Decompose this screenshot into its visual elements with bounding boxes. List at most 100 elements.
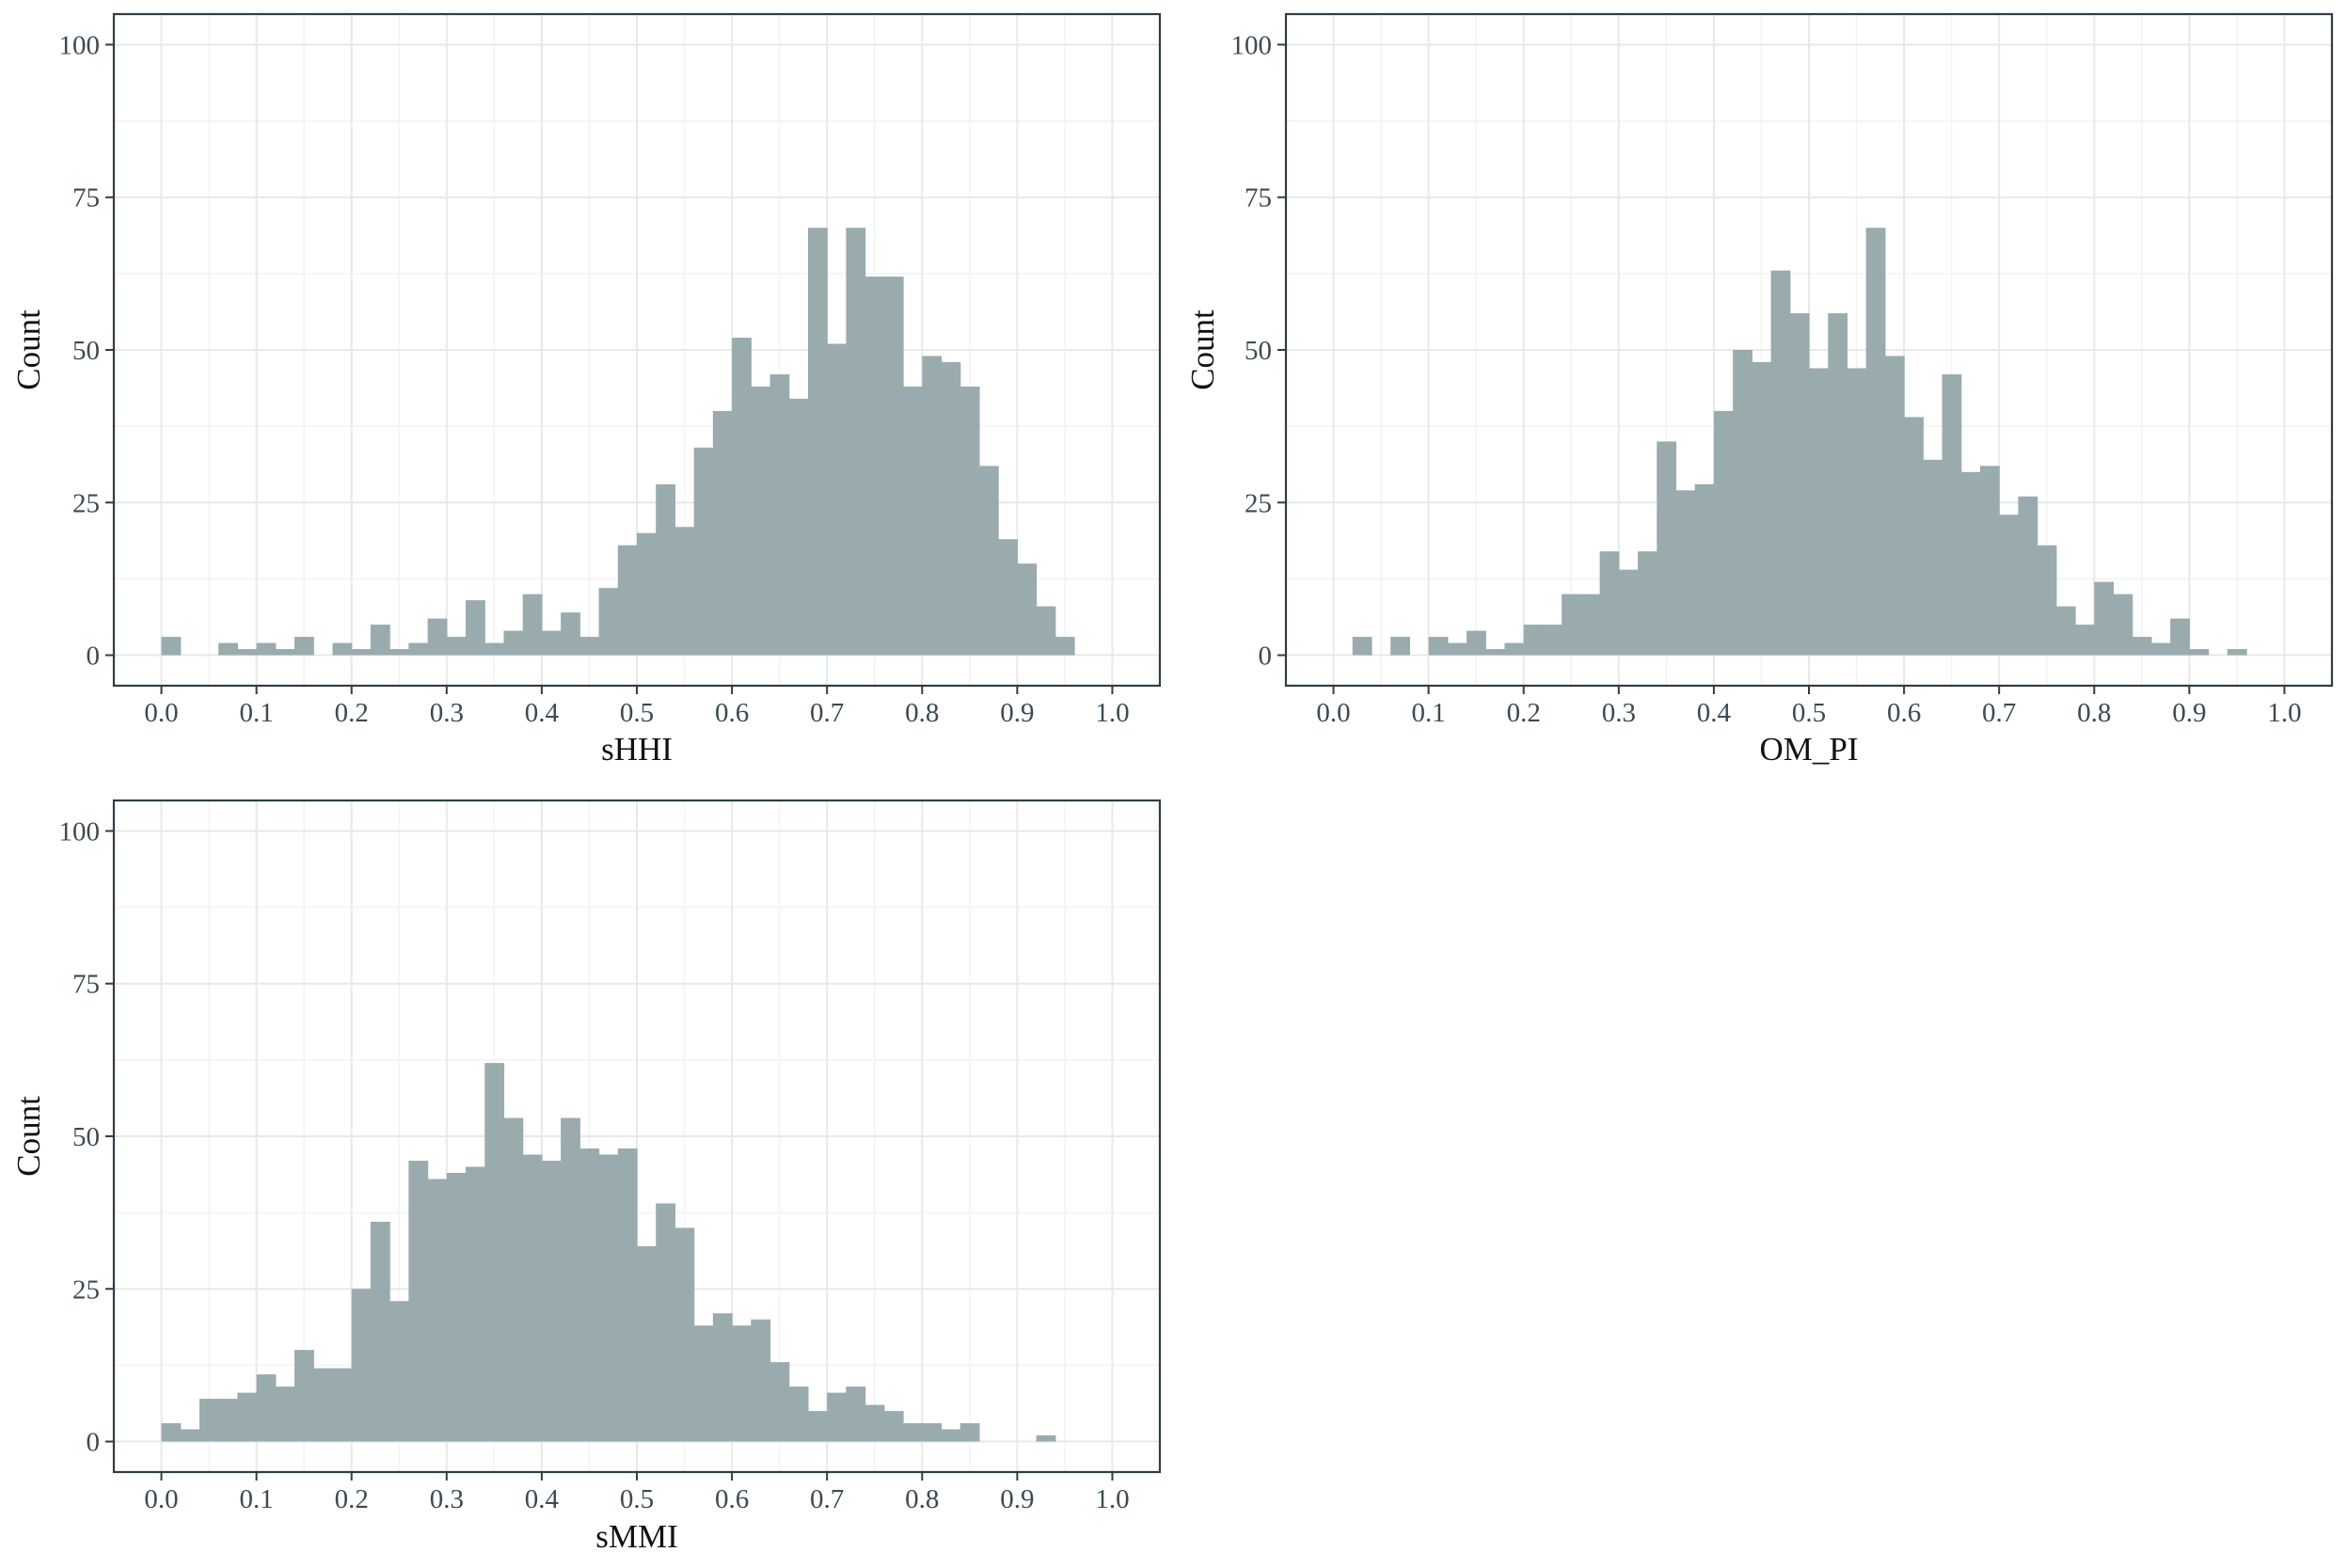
histogram-bar <box>256 1374 277 1442</box>
histogram-bar <box>1599 551 1620 656</box>
x-tick-label: 0.0 <box>144 1484 178 1514</box>
x-tick-label: 0.9 <box>1000 1484 1034 1514</box>
histogram-bar <box>522 594 543 656</box>
histogram-bar <box>864 277 885 656</box>
x-tick-label: 0.1 <box>240 698 274 728</box>
y-tick-label: 50 <box>72 336 100 366</box>
x-tick-label: 0.1 <box>240 1484 274 1514</box>
histogram-bar <box>1036 1435 1056 1442</box>
histogram-bar <box>617 545 638 656</box>
y-tick-label: 50 <box>1245 336 1272 366</box>
histogram-bar <box>788 1386 809 1442</box>
histogram-bar <box>732 1325 752 1442</box>
histogram-panel-sHHI: 0.0 0.1 0.2 0.3 0.4 0.5 0.6 0.7 0.8 0.9 1.0 0 25 50 75… <box>10 12 1162 768</box>
histogram-bar <box>484 1063 505 1442</box>
histogram-bar <box>446 637 467 656</box>
histogram-bar <box>2132 637 2152 656</box>
histogram-bar <box>427 1179 448 1442</box>
histogram-bar <box>903 386 923 656</box>
x-tick-label: 0.5 <box>620 1484 654 1514</box>
histogram-bar <box>1580 594 1601 656</box>
histogram-bar <box>1618 569 1639 656</box>
histogram-bar <box>1979 466 2000 656</box>
x-tick-label: 0.8 <box>905 698 939 728</box>
histogram-bar <box>864 1404 885 1442</box>
x-tick-label: 0.8 <box>2077 698 2111 728</box>
histogram-bar <box>2113 594 2133 656</box>
histogram-bar <box>598 588 619 656</box>
histogram-bar <box>751 386 771 656</box>
histogram-bar <box>674 527 695 656</box>
y-tick-label: 75 <box>72 970 100 1000</box>
histogram-bar <box>389 649 409 656</box>
histogram-bar <box>1485 649 1506 656</box>
histogram-bar <box>503 1117 524 1442</box>
y-axis-title: Count <box>10 309 47 390</box>
x-axis: 0.0 0.1 0.2 0.3 0.4 0.5 0.6 0.7 0.8 0.9 1.0 <box>1316 686 2302 728</box>
histogram-bar <box>218 1399 239 1442</box>
histogram-bar <box>637 1245 657 1442</box>
histogram-bar <box>1789 313 1810 656</box>
histogram-bar <box>332 642 353 656</box>
histogram-bar <box>294 637 314 656</box>
x-tick-label: 0.7 <box>810 698 844 728</box>
histogram-bar <box>959 386 980 656</box>
histogram-bar <box>1352 637 1372 656</box>
x-tick-label: 0.7 <box>1982 698 2016 728</box>
histogram-bar <box>503 630 524 656</box>
histogram-bar <box>846 1386 866 1442</box>
histogram-bar <box>1904 417 1924 656</box>
histogram-bar <box>275 649 295 656</box>
histogram-bar <box>712 410 733 656</box>
x-tick-label: 1.0 <box>1095 1484 1129 1514</box>
histogram-bar <box>370 625 390 656</box>
histogram-bar <box>2170 618 2190 656</box>
x-tick-label: 0.0 <box>1316 698 1350 728</box>
histogram-bar <box>1017 563 1038 656</box>
histogram-bar <box>2037 545 2057 656</box>
x-tick-label: 0.5 <box>620 698 654 728</box>
histogram-bar <box>693 1325 714 1442</box>
histogram-panel-OM_PI: 0.0 0.1 0.2 0.3 0.4 0.5 0.6 0.7 0.8 0.9 1.0 0 25 50 75… <box>1184 12 2334 768</box>
y-tick-label: 25 <box>1245 488 1272 518</box>
histogram-bar <box>1923 459 1943 656</box>
histogram-bar <box>674 1227 695 1442</box>
x-axis: 0.0 0.1 0.2 0.3 0.4 0.5 0.6 0.7 0.8 0.9 1.0 <box>144 1472 1130 1514</box>
x-tick-label: 0.4 <box>525 698 560 728</box>
histogram-panel-sMMI: 0.0 0.1 0.2 0.3 0.4 0.5 0.6 0.7 0.8 0.9 1.0 0 25 50 75… <box>10 799 1162 1555</box>
histogram-bar <box>883 277 904 656</box>
histogram-bar <box>807 228 828 656</box>
y-axis-title: Count <box>10 1096 47 1177</box>
x-tick-label: 0.7 <box>810 1484 844 1514</box>
y-tick-label: 100 <box>1231 30 1273 60</box>
histogram-bar <box>1770 270 1791 656</box>
x-tick-label: 0.5 <box>1792 698 1826 728</box>
histogram-bar <box>351 649 372 656</box>
histogram-bar <box>827 343 847 656</box>
histogram-bar <box>541 1160 562 1442</box>
x-axis: 0.0 0.1 0.2 0.3 0.4 0.5 0.6 0.7 0.8 0.9 1.0 <box>144 686 1130 728</box>
histogram-bar <box>846 228 866 656</box>
histogram-bar <box>332 1368 353 1442</box>
histogram-bar <box>1942 373 1962 656</box>
histogram-bar <box>1865 228 1886 656</box>
histogram-bar <box>522 1154 543 1442</box>
y-tick-label: 25 <box>72 488 100 518</box>
histogram-bar <box>712 1313 733 1442</box>
histogram-bar <box>827 1392 847 1442</box>
y-tick-label: 75 <box>72 183 100 214</box>
x-axis-title: OM_PI <box>1759 731 1858 768</box>
histogram-bar <box>1390 637 1411 656</box>
histogram-bar <box>541 630 562 656</box>
histogram-bar <box>769 1362 790 1442</box>
y-tick-label: 75 <box>1245 183 1272 214</box>
histogram-bar <box>1523 625 1544 656</box>
histogram-bar <box>922 1423 943 1442</box>
histogram-bars <box>161 228 1075 656</box>
histogram-bar <box>941 361 961 656</box>
histogram-bar <box>1447 642 1467 656</box>
histogram-bar <box>903 1423 923 1442</box>
histogram-bar <box>561 1117 580 1442</box>
x-axis-title: sHHI <box>601 731 673 768</box>
histogram-bar <box>256 642 277 656</box>
